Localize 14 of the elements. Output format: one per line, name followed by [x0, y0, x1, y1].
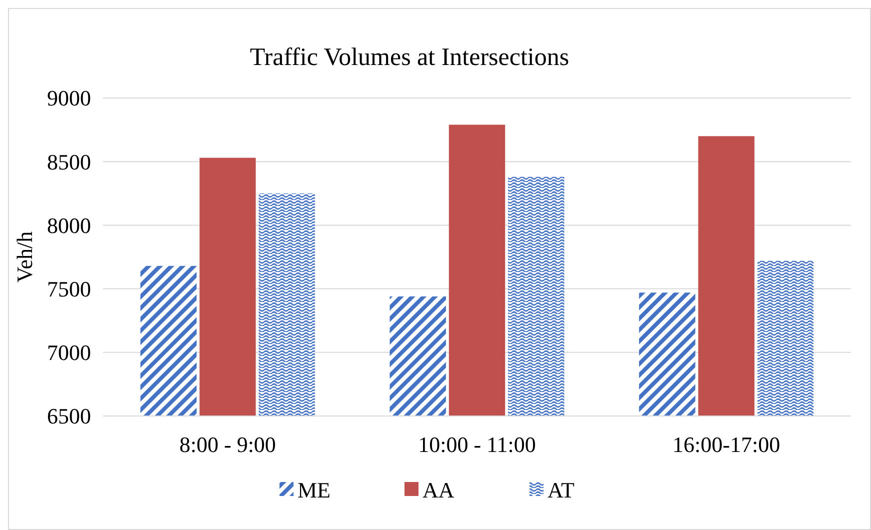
legend-label: ME: [298, 478, 330, 503]
y-tick-label: 8500: [47, 149, 91, 174]
y-axis-title: Veh/h: [12, 231, 37, 283]
chart-title: Traffic Volumes at Intersections: [250, 44, 570, 71]
y-tick-label: 6500: [47, 404, 91, 429]
y-tick-label: 7500: [47, 276, 91, 302]
x-tick-label: 10:00 - 11:00: [418, 432, 536, 457]
legend-label: AA: [422, 478, 454, 503]
y-tick-label: 8000: [47, 212, 91, 238]
legend-label: AT: [548, 478, 575, 503]
y-tick-label: 9000: [47, 86, 91, 111]
x-tick-label: 8:00 - 9:00: [179, 432, 276, 457]
y-tick-label: 7000: [47, 340, 91, 366]
x-tick-label: 16:00-17:00: [672, 432, 780, 457]
